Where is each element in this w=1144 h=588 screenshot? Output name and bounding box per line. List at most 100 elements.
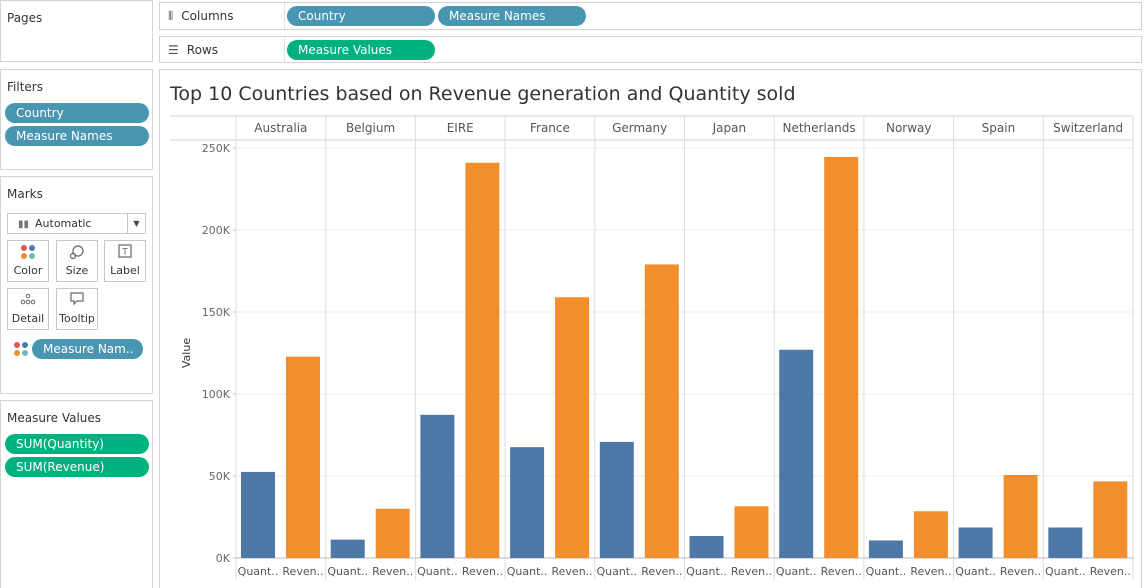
country-header-australia: Australia	[254, 121, 307, 135]
detail-label: Detail	[11, 312, 45, 325]
x-sub-label: Reven..	[821, 565, 862, 578]
color-button[interactable]: Color	[7, 240, 49, 282]
filters-panel: Filters Country Measure Names	[0, 69, 153, 170]
country-header-spain: Spain	[982, 121, 1016, 135]
detail-icon	[8, 292, 48, 312]
bar-quantity-france	[510, 447, 545, 558]
x-sub-label: Quant..	[955, 565, 996, 578]
bar-revenue-belgium	[375, 508, 410, 558]
x-sub-label: Reven..	[282, 565, 323, 578]
x-sub-label: Quant..	[417, 565, 458, 578]
country-header-switzerland: Switzerland	[1053, 121, 1123, 135]
size-icon	[57, 244, 97, 264]
pages-panel: Pages	[0, 0, 153, 62]
x-sub-label: Quant..	[1045, 565, 1086, 578]
tooltip-button[interactable]: Tooltip	[56, 288, 98, 330]
columns-icon: ⦀	[168, 8, 174, 23]
measure-pill-quantity[interactable]: SUM(Quantity)	[5, 434, 149, 454]
x-sub-label: Quant..	[596, 565, 637, 578]
x-sub-label: Quant..	[507, 565, 548, 578]
filter-pill-measure-names[interactable]: Measure Names	[5, 126, 149, 146]
country-header-belgium: Belgium	[346, 121, 395, 135]
country-header-germany: Germany	[612, 121, 667, 135]
mark-type-value: Automatic	[35, 217, 92, 230]
bar-quantity-belgium	[330, 539, 365, 558]
color-dots-icon	[8, 244, 48, 264]
x-sub-label: Reven..	[910, 565, 951, 578]
measure-pill-revenue[interactable]: SUM(Revenue)	[5, 457, 149, 477]
mark-type-dropdown[interactable]: ▮▮ Automatic ▼	[7, 213, 146, 234]
bar-revenue-norway	[913, 511, 948, 558]
x-sub-label: Quant..	[686, 565, 727, 578]
x-sub-label: Reven..	[372, 565, 413, 578]
x-sub-label: Quant..	[327, 565, 368, 578]
y-tick-label: 250K	[202, 142, 231, 155]
y-tick-label: 50K	[209, 470, 231, 483]
color-label: Color	[13, 264, 43, 277]
bar-quantity-japan	[689, 536, 724, 558]
country-header-eire: EIRE	[447, 121, 474, 135]
columns-shelf: ⦀ Columns Country Measure Names	[159, 2, 1142, 30]
x-sub-label: Quant..	[776, 565, 817, 578]
x-sub-label: Reven..	[1090, 565, 1131, 578]
y-tick-label: 150K	[202, 306, 231, 319]
bar-revenue-australia	[286, 356, 320, 558]
country-header-netherlands: Netherlands	[782, 121, 855, 135]
x-sub-label: Reven..	[1000, 565, 1041, 578]
columns-shelf-label: ⦀ Columns	[160, 3, 285, 29]
x-sub-label: Quant..	[866, 565, 907, 578]
size-button[interactable]: Size	[56, 240, 98, 282]
measure-values-title: Measure Values	[7, 411, 102, 425]
color-pill-measure-names[interactable]: Measure Nam..	[32, 339, 143, 359]
bar-quantity-netherlands	[779, 349, 814, 558]
bar-quantity-germany	[599, 441, 634, 558]
filters-title: Filters	[7, 80, 43, 94]
y-axis-label: Value	[180, 338, 193, 368]
bar-quantity-eire	[420, 414, 455, 558]
country-header-norway: Norway	[886, 121, 932, 135]
chevron-down-icon[interactable]: ▼	[127, 214, 145, 233]
y-tick-label: 100K	[202, 388, 231, 401]
bar-chart: 0K 50K 100K 150K 200K 250K Value Australia Quant…	[170, 115, 1134, 580]
bar-revenue-germany	[644, 264, 679, 558]
chart-area: Top 10 Countries based on Revenue genera…	[159, 69, 1142, 588]
bar-revenue-spain	[1003, 475, 1038, 558]
tooltip-icon	[57, 292, 97, 312]
color-dots-icon	[13, 341, 29, 360]
size-label: Size	[65, 264, 89, 277]
detail-button[interactable]: Detail	[7, 288, 49, 330]
label-icon: T	[105, 244, 145, 264]
bar-revenue-netherlands	[824, 157, 859, 558]
country-header-japan: Japan	[712, 121, 746, 135]
filter-pill-country[interactable]: Country	[5, 103, 149, 123]
rows-shelf: ☰ Rows Measure Values	[159, 36, 1142, 63]
svg-text:T: T	[121, 248, 128, 258]
bar-quantity-australia	[241, 471, 275, 558]
x-sub-label: Reven..	[731, 565, 772, 578]
pages-title: Pages	[7, 11, 43, 25]
bar-revenue-japan	[734, 506, 769, 558]
x-sub-label: Reven..	[552, 565, 593, 578]
label-label: Label	[110, 264, 140, 277]
measure-values-panel: Measure Values SUM(Quantity) SUM(Revenue…	[0, 400, 153, 588]
country-header-france: France	[530, 121, 570, 135]
tooltip-label: Tooltip	[59, 312, 95, 325]
x-sub-label: Reven..	[641, 565, 682, 578]
marks-panel: Marks ▮▮ Automatic ▼ Color Size T Label D…	[0, 176, 153, 394]
bar-quantity-spain	[958, 527, 993, 558]
columns-pill-measure-names[interactable]: Measure Names	[438, 6, 586, 26]
bar-revenue-france	[555, 297, 590, 558]
bar-quantity-switzerland	[1048, 527, 1083, 558]
rows-shelf-label: ☰ Rows	[160, 37, 285, 62]
chart-title: Top 10 Countries based on Revenue genera…	[170, 83, 796, 105]
columns-pill-country[interactable]: Country	[287, 6, 435, 26]
bar-revenue-eire	[465, 162, 500, 558]
label-button[interactable]: T Label	[104, 240, 146, 282]
x-sub-label: Reven..	[462, 565, 503, 578]
marks-title: Marks	[7, 187, 43, 201]
y-tick-label: 200K	[202, 224, 231, 237]
rows-icon: ☰	[168, 42, 179, 57]
bar-chart-icon: ▮▮	[18, 219, 30, 230]
rows-pill-measure-values[interactable]: Measure Values	[287, 40, 435, 60]
y-tick-label: 0K	[216, 552, 231, 565]
